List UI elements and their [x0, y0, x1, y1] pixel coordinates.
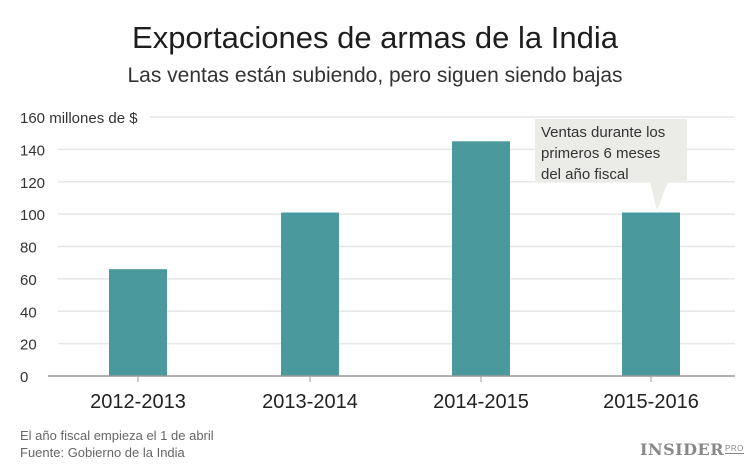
x-tick-label: 2012-2013: [90, 391, 186, 413]
annotation-line: del año fiscal: [541, 166, 629, 183]
y-tick-label: 140: [20, 142, 45, 159]
bar: [109, 269, 167, 376]
annotation-callout: Ventas durante los primeros 6 meses del …: [535, 119, 687, 183]
chart-title: Exportaciones de armas de la India: [132, 20, 618, 55]
callout-pointer: [650, 182, 668, 211]
y-tick-label: 20: [20, 337, 37, 354]
chart-subtitle: Las ventas están subiendo, pero siguen s…: [127, 64, 623, 87]
annotation-line: primeros 6 meses: [541, 145, 661, 162]
x-tick-label: 2014-2015: [433, 391, 529, 413]
y-tick-label: 0: [20, 369, 28, 386]
y-tick-label: 60: [20, 272, 37, 289]
annotation-line: Ventas durante los: [541, 124, 666, 141]
bar: [452, 141, 510, 376]
y-tick-label: 40: [20, 304, 37, 321]
bar: [281, 212, 339, 376]
x-tick-label: 2013-2014: [262, 391, 358, 413]
y-tick-label: 160 millones de $: [20, 110, 138, 127]
y-tick-label: 120: [20, 175, 45, 192]
bar: [622, 212, 680, 376]
footnote: El año fiscal empieza el 1 de abril: [20, 428, 214, 443]
source-note: Fuente: Gobierno de la India: [20, 445, 185, 460]
y-tick-label: 80: [20, 240, 37, 257]
y-tick-label: 100: [20, 207, 45, 224]
x-tick-label: 2015-2016: [603, 391, 699, 413]
insider-pro-logo: INSIDERPRO: [640, 440, 744, 459]
